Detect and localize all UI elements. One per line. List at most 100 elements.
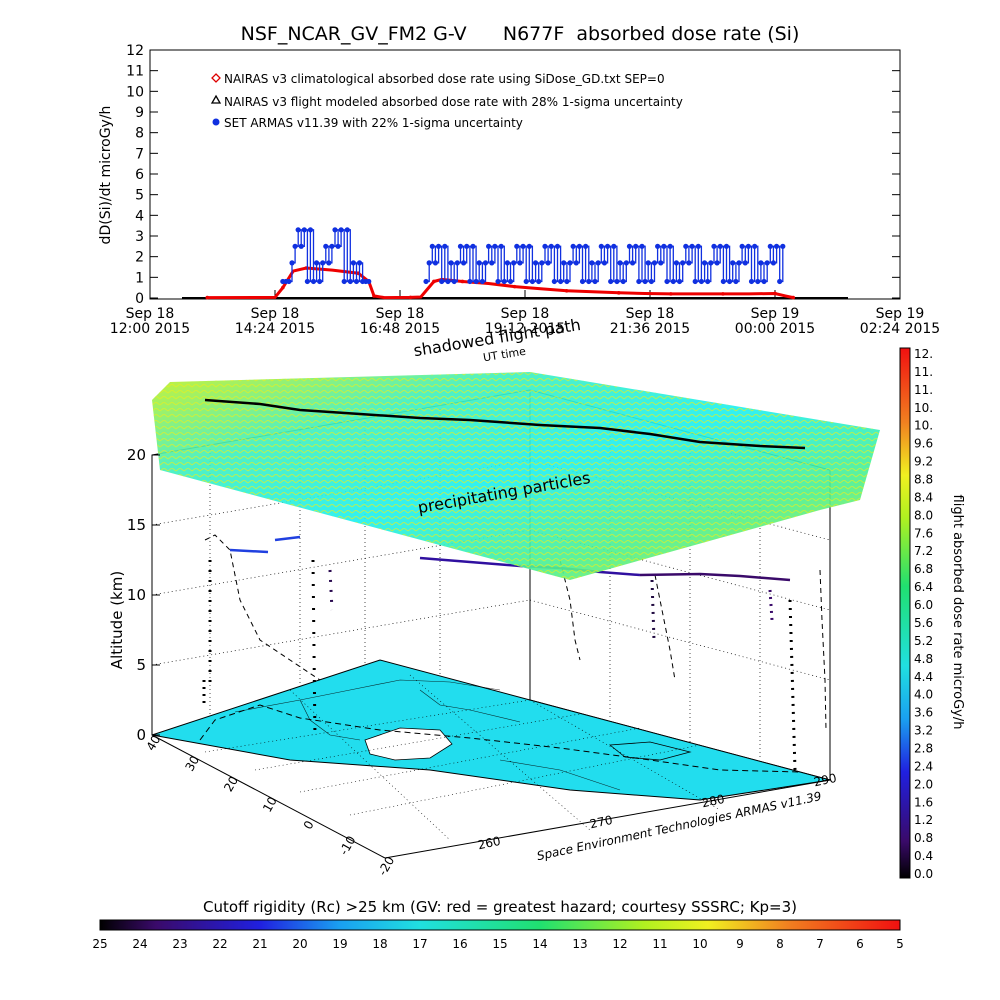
data-point-nairas (721, 292, 725, 296)
colorbar-ramp (899, 347, 911, 879)
cutoff-tick-label: 16 (452, 937, 467, 951)
y-tick-label: 1 (135, 270, 144, 286)
colorbar-tick-label: 0.0 (914, 867, 933, 881)
longitude-tick-label: 290 (813, 771, 838, 789)
colorbar-tick-label: 2.8 (914, 741, 933, 755)
colorbar-tick-label: 12. (914, 347, 933, 361)
colorbar-tick-label: 4.4 (914, 670, 933, 684)
data-point-nairas (564, 288, 569, 293)
altitude-tick-label: 10 (127, 586, 146, 604)
map-borders (234, 679, 621, 791)
x-tick-label-date: Sep 18 (251, 306, 300, 322)
colorbar-tick-label: 9.2 (914, 455, 933, 469)
legend-entry-climatological: NAIRAS v3 climatological absorbed dose r… (224, 72, 665, 86)
cutoff-tick-label: 10 (692, 937, 707, 951)
cutoff-tick-label: 20 (292, 937, 307, 951)
colorbar-tick-label: 11. (914, 383, 933, 397)
map-floor (151, 659, 831, 801)
colorbar-label: flight absorbed dose rate microGy/h (950, 495, 965, 730)
longitude-tick-label: 270 (589, 813, 614, 831)
y-tick-label: 7 (135, 146, 144, 162)
series-armas-segment (282, 229, 369, 283)
latitude-axis (151, 734, 386, 859)
data-point-nairas (372, 294, 376, 298)
data-point-nairas (281, 285, 285, 290)
x-tick-label-date: Sep 18 (501, 306, 550, 322)
map-land (364, 727, 692, 761)
data-point-nairas (616, 291, 621, 295)
colorbar-tick-label: 9.6 (914, 437, 933, 451)
y-tick-label: 12 (126, 43, 144, 59)
x-tick-label-time: 02:24 2015 (860, 321, 940, 337)
cutoff-tick-label: 12 (612, 937, 627, 951)
legend-marker-diamond (211, 73, 221, 83)
y-tick-label: 8 (135, 126, 144, 142)
cutoff-tick-label: 11 (652, 937, 667, 951)
cutoff-rigidity-colorbar: Cutoff rigidity (Rc) >25 km (GV: red = g… (92, 898, 903, 951)
cutoff-tick-label: 17 (412, 937, 427, 951)
colorbar-tick-label: 10. (914, 401, 933, 415)
x-tick-label-time: 19:12 2015 (485, 321, 565, 337)
altitude-tick-label: 15 (127, 516, 146, 534)
credit-label: Space Environment Technologies ARMAS v11… (536, 789, 823, 863)
data-point-nairas (432, 279, 436, 284)
colorbar-tick-label: 5.2 (914, 634, 933, 648)
altitude-tick-label: 20 (127, 446, 146, 464)
cutoff-rigidity-label: Cutoff rigidity (Rc) >25 km (GV: red = g… (203, 898, 797, 916)
colorbar-tick-label: 0.8 (914, 831, 933, 845)
series-armas-segment (426, 245, 784, 283)
colorbar-tick-label: 7.6 (914, 526, 933, 540)
colorbar-tick-label: 1.2 (914, 813, 933, 827)
y-tick-label: 6 (135, 167, 144, 183)
cutoff-tick-label: 24 (132, 937, 147, 951)
x-tick-label-time: 16:48 2015 (360, 321, 440, 337)
y-tick-label: 4 (135, 208, 144, 224)
data-point-nairas (773, 291, 777, 296)
y-tick-label: 5 (135, 188, 144, 204)
legend-marker-triangle (210, 94, 222, 104)
cutoff-tick-label: 21 (252, 937, 267, 951)
x-tick-label-date: Sep 18 (626, 306, 675, 322)
colorbar-tick-label: 8.8 (914, 473, 933, 487)
y-tick-label: 9 (135, 105, 144, 121)
y-tick-label: 10 (126, 84, 144, 100)
x-tick-label-time: 14:24 2015 (235, 321, 315, 337)
colorbar-tick-label: 6.0 (914, 598, 933, 612)
colorbar-tick-label: 3.2 (914, 724, 933, 738)
data-point-nairas (512, 284, 517, 289)
cutoff-tick-label: 7 (816, 937, 824, 951)
altitude-tick-label: 5 (136, 656, 146, 674)
cutoff-tick-label: 22 (212, 937, 227, 951)
figure-title: NSF_NCAR_GV_FM2 G-V N677F absorbed dose … (241, 23, 800, 45)
colorbar-tick-label: 6.8 (914, 562, 933, 576)
wall-grid (151, 405, 831, 760)
longitude-tick-label: 260 (477, 834, 502, 852)
y-tick-label: 11 (126, 64, 144, 80)
colorbar-tick-label: 8.4 (914, 490, 933, 504)
climb-descent-marks (202, 559, 797, 771)
x-tick-label-date: Sep 18 (376, 306, 425, 322)
colorbar-tick-label: 4.8 (914, 652, 933, 666)
cutoff-tick-label: 8 (776, 937, 784, 951)
colorbar-tick-label: 8.0 (914, 508, 933, 522)
longitude-ticks: 260 270 280 290 (477, 771, 838, 852)
colorbar-tick-label: 6.4 (914, 580, 933, 594)
latitude-tick-label: -10 (337, 834, 359, 858)
colorbar-tick-label: 7.2 (914, 544, 933, 558)
longitude-axis (384, 779, 831, 859)
dose-rate-colorbar: 12. 11. 11. 10. 10. 9.6 9.2 8.8 8.4 8.0 7.6 7.2 6.8 6… (899, 347, 965, 881)
data-point-nairas (205, 295, 210, 300)
cutoff-ticks: 25 24 23 22 21 20 19 18 17 16 15 14 13 12 11 10 9 8 7 6 5 (92, 937, 903, 951)
y-axis-label: dD(Si)/dt microGy/h (98, 106, 114, 245)
x-tick-label-time: 12:00 2015 (110, 321, 190, 337)
series-layer (205, 227, 796, 300)
cutoff-tick-label: 6 (856, 937, 864, 951)
plot-frame (149, 49, 901, 300)
flight-3d-panel: precipitating particles shadowed flight … (108, 315, 880, 878)
cutoff-ramp (99, 919, 901, 931)
y-tick-label: 0 (135, 291, 144, 307)
shadowed-flight-path-line (204, 398, 806, 450)
